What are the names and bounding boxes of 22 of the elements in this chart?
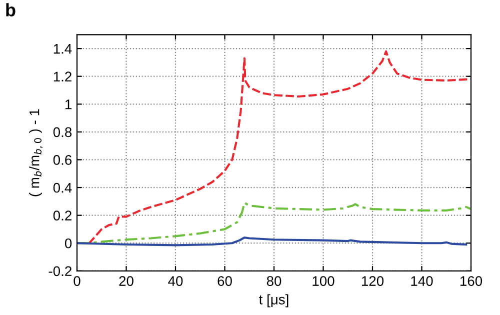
line-series [77,236,468,246]
x-tick-label: 40 [168,276,183,286]
y-tick-label: 0.6 [53,155,72,165]
y-tick-label: 0.8 [53,127,72,138]
x-tick-label: 80 [266,276,282,286]
y-tick-label: 0.4 [53,182,72,193]
x-tick-label: 160 [460,276,482,286]
y-axis-title: ( m$_{b}$/m$_{b,0}$ ) - 1 [29,109,43,196]
y-tick-label: 0.2 [53,210,72,220]
x-tick-label: 140 [411,276,433,286]
y-tick-label: 1 [65,100,72,110]
x-axis-title: t [μs] [259,294,288,308]
x-tick-label: 120 [362,276,384,286]
text: b [6,3,16,16]
x-tick-label: 100 [312,276,334,286]
x-tick-label: 20 [119,276,134,286]
y-tick-label: 0 [64,238,72,248]
x-tick-label: 60 [218,276,232,286]
y-tick-label: 1.2 [54,72,72,82]
y-tick-label: 1.4 [54,44,72,54]
y-tick-label: -0.2 [48,266,72,276]
x-tick-label: 0 [74,276,80,286]
